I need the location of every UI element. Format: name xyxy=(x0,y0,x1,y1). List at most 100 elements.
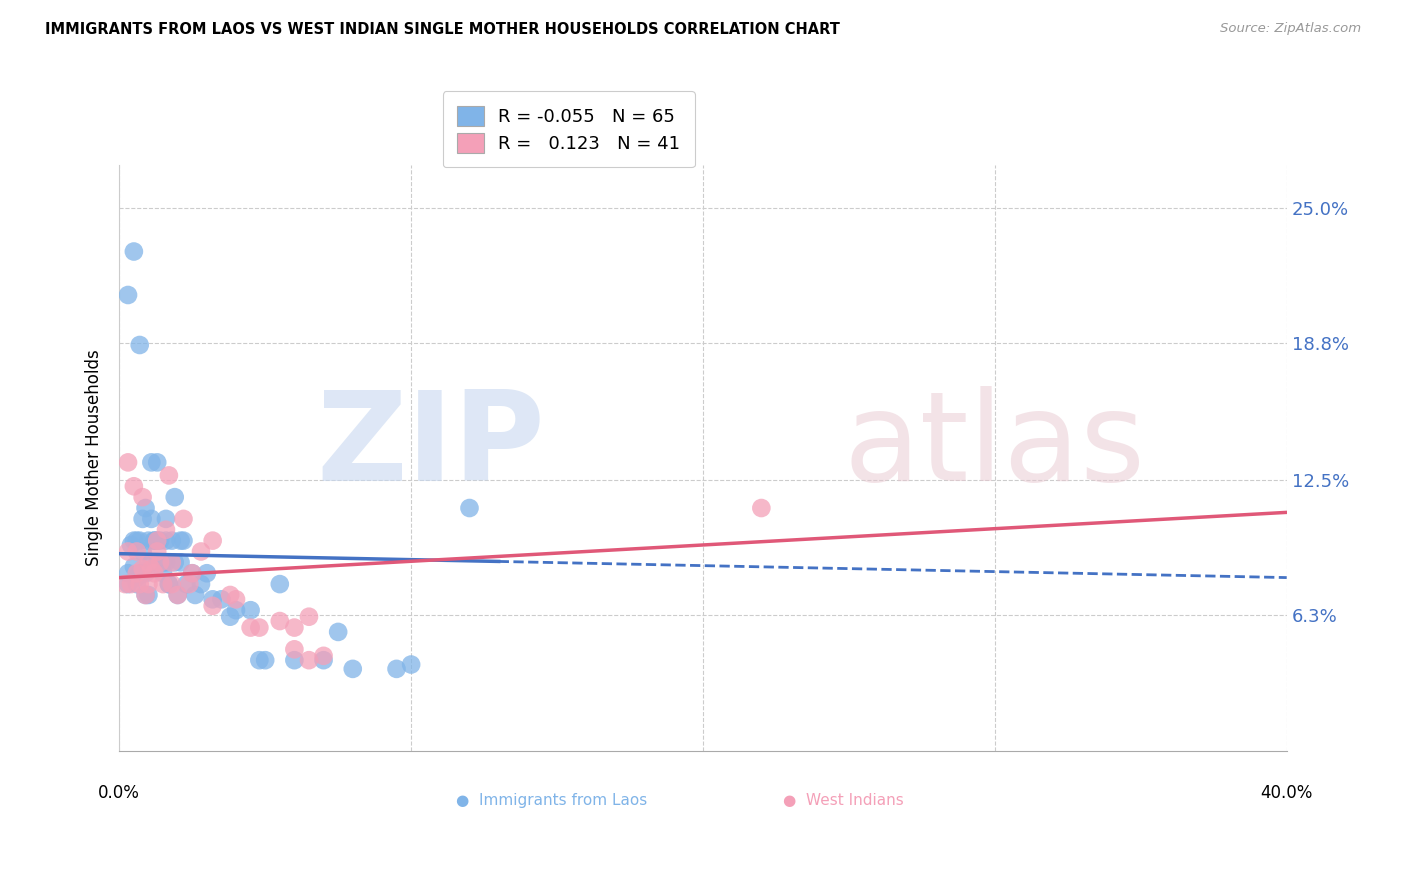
Point xyxy=(122,533,145,548)
Point xyxy=(184,588,207,602)
Point xyxy=(117,577,139,591)
Point xyxy=(201,592,224,607)
Point xyxy=(120,577,142,591)
Point xyxy=(172,533,194,548)
Point xyxy=(239,603,262,617)
Point xyxy=(131,544,153,558)
Point xyxy=(117,544,139,558)
Point xyxy=(131,562,153,576)
Legend: R = -0.055   N = 65, R =   0.123   N = 41: R = -0.055 N = 65, R = 0.123 N = 41 xyxy=(443,92,695,168)
Point xyxy=(125,544,148,558)
Point xyxy=(181,566,204,581)
Point xyxy=(146,533,169,548)
Y-axis label: Single Mother Households: Single Mother Households xyxy=(86,350,103,566)
Point xyxy=(219,588,242,602)
Point xyxy=(152,555,174,569)
Text: Source: ZipAtlas.com: Source: ZipAtlas.com xyxy=(1220,22,1361,36)
Point xyxy=(269,614,291,628)
Text: ZIP: ZIP xyxy=(316,385,546,507)
Point xyxy=(138,588,160,602)
Point xyxy=(169,533,191,548)
Point xyxy=(125,566,148,581)
Point xyxy=(166,588,188,602)
Point xyxy=(312,648,335,663)
Point xyxy=(143,533,166,548)
Point xyxy=(131,566,153,581)
Text: ●  West Indians: ● West Indians xyxy=(783,793,904,807)
Point xyxy=(128,577,150,591)
Text: 40.0%: 40.0% xyxy=(1261,784,1313,802)
Point xyxy=(179,577,201,591)
Point xyxy=(283,621,305,635)
Point xyxy=(152,577,174,591)
Point xyxy=(160,577,183,591)
Point xyxy=(117,566,139,581)
Point xyxy=(190,577,212,591)
Point xyxy=(239,621,262,635)
Point xyxy=(131,490,153,504)
Point xyxy=(399,657,422,672)
Point xyxy=(181,566,204,581)
Point xyxy=(166,588,188,602)
Point xyxy=(146,455,169,469)
Point xyxy=(247,653,270,667)
Point xyxy=(155,523,177,537)
Point xyxy=(385,662,408,676)
Point xyxy=(201,599,224,613)
Point xyxy=(141,555,163,569)
Point xyxy=(169,555,191,569)
Point xyxy=(160,533,183,548)
Point xyxy=(195,566,218,581)
Point xyxy=(225,603,247,617)
Point xyxy=(125,577,148,591)
Point xyxy=(201,533,224,548)
Text: ●  Immigrants from Laos: ● Immigrants from Laos xyxy=(456,793,647,807)
Point xyxy=(312,653,335,667)
Point xyxy=(163,555,186,569)
Point xyxy=(146,555,169,569)
Point xyxy=(157,577,180,591)
Point xyxy=(128,533,150,548)
Point xyxy=(751,501,773,516)
Point xyxy=(298,653,321,667)
Point xyxy=(120,538,142,552)
Point xyxy=(117,455,139,469)
Point xyxy=(114,577,136,591)
Point xyxy=(141,562,163,576)
Point xyxy=(149,533,172,548)
Point xyxy=(122,559,145,574)
Point xyxy=(458,501,481,516)
Point xyxy=(225,592,247,607)
Text: atlas: atlas xyxy=(844,385,1146,507)
Point xyxy=(328,624,350,639)
Point xyxy=(146,544,169,558)
Text: 0.0%: 0.0% xyxy=(98,784,141,802)
Point xyxy=(143,566,166,581)
Point xyxy=(219,609,242,624)
Point xyxy=(283,642,305,657)
Point xyxy=(155,533,177,548)
Text: IMMIGRANTS FROM LAOS VS WEST INDIAN SINGLE MOTHER HOUSEHOLDS CORRELATION CHART: IMMIGRANTS FROM LAOS VS WEST INDIAN SING… xyxy=(45,22,839,37)
Point xyxy=(172,512,194,526)
Point xyxy=(190,544,212,558)
Point xyxy=(160,555,183,569)
Point xyxy=(122,479,145,493)
Point xyxy=(149,555,172,569)
Point xyxy=(128,338,150,352)
Point xyxy=(138,555,160,569)
Point xyxy=(135,501,157,516)
Point xyxy=(157,577,180,591)
Point xyxy=(135,588,157,602)
Point xyxy=(141,455,163,469)
Point xyxy=(131,512,153,526)
Point xyxy=(283,653,305,667)
Point xyxy=(247,621,270,635)
Point xyxy=(254,653,277,667)
Point xyxy=(163,490,186,504)
Point xyxy=(143,533,166,548)
Point xyxy=(146,533,169,548)
Point xyxy=(122,244,145,259)
Point xyxy=(125,533,148,548)
Point xyxy=(138,533,160,548)
Point xyxy=(209,592,232,607)
